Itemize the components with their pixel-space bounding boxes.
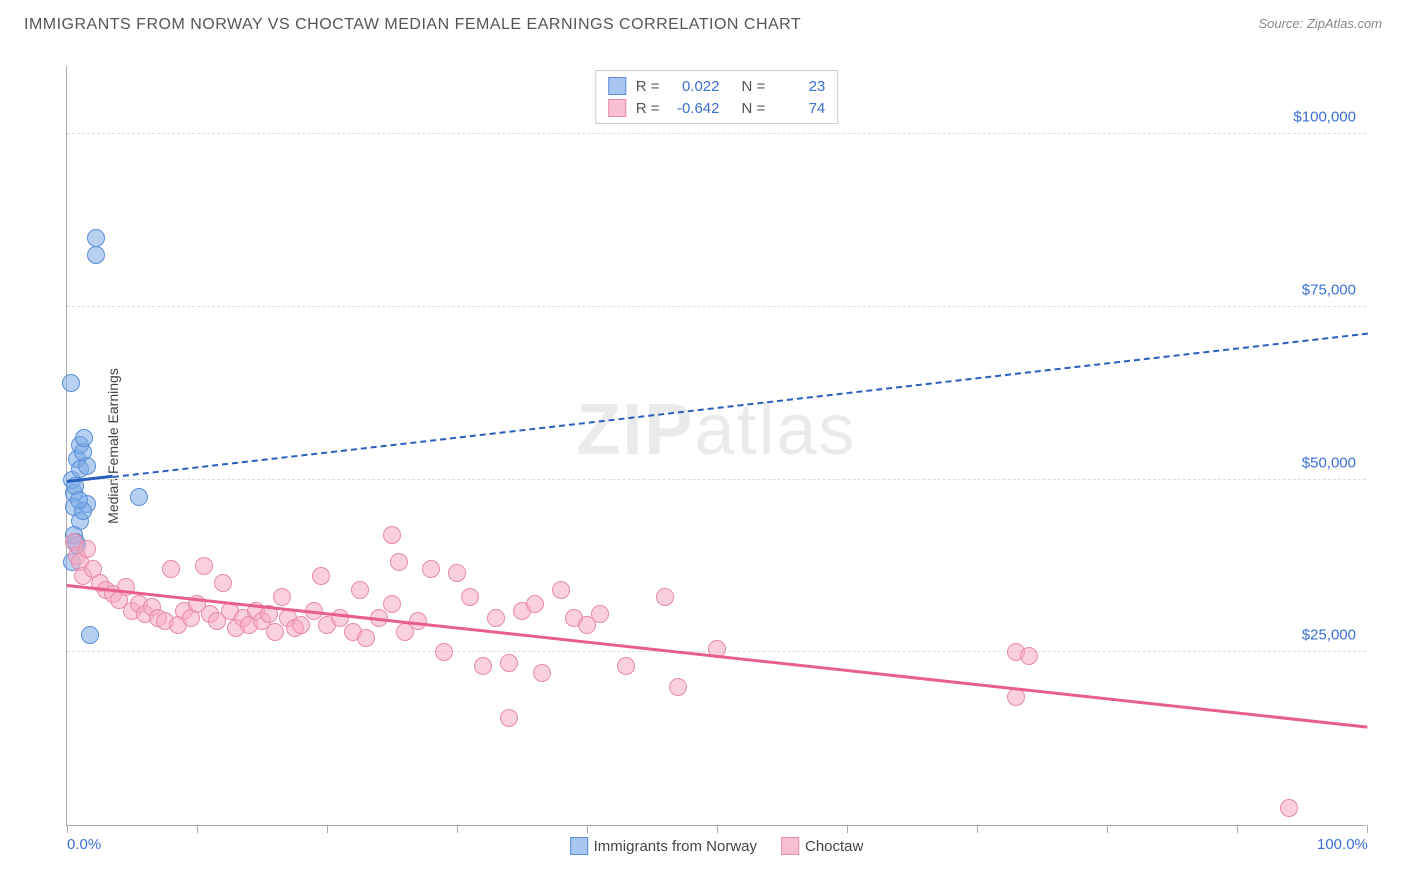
legend-swatch: [570, 837, 588, 855]
data-point-choctaw: [422, 560, 440, 578]
legend-swatch: [608, 99, 626, 117]
x-tick: [977, 825, 978, 833]
gridline: [67, 479, 1366, 480]
x-tick-label: 0.0%: [67, 836, 101, 853]
x-tick: [717, 825, 718, 833]
chart-title: IMMIGRANTS FROM NORWAY VS CHOCTAW MEDIAN…: [24, 16, 801, 34]
data-point-choctaw: [487, 609, 505, 627]
gridline: [67, 306, 1366, 307]
data-point-choctaw: [1280, 799, 1298, 817]
data-point-norway: [70, 491, 88, 509]
legend-r-value: -0.642: [670, 100, 720, 117]
data-point-choctaw: [383, 595, 401, 613]
data-point-choctaw: [448, 564, 466, 582]
y-tick-label: $50,000: [1302, 454, 1356, 471]
x-tick: [1107, 825, 1108, 833]
y-tick-label: $25,000: [1302, 627, 1356, 644]
x-tick: [1237, 825, 1238, 833]
data-point-choctaw: [669, 678, 687, 696]
legend-n-value: 23: [775, 78, 825, 95]
legend-series-label: Immigrants from Norway: [594, 838, 757, 855]
data-point-choctaw: [552, 581, 570, 599]
legend-series-item: Immigrants from Norway: [570, 837, 757, 855]
data-point-norway: [75, 429, 93, 447]
x-tick: [327, 825, 328, 833]
chart-source: Source: ZipAtlas.com: [1258, 16, 1382, 31]
x-tick: [197, 825, 198, 833]
data-point-choctaw: [656, 588, 674, 606]
data-point-choctaw: [162, 560, 180, 578]
data-point-norway: [130, 488, 148, 506]
data-point-choctaw: [617, 657, 635, 675]
legend-correlation-row: R = -0.642 N = 74: [608, 97, 826, 119]
data-point-choctaw: [383, 526, 401, 544]
legend-n-value: 74: [775, 100, 825, 117]
data-point-choctaw: [474, 657, 492, 675]
gridline: [67, 133, 1366, 134]
legend-correlation-row: R = 0.022 N = 23: [608, 75, 826, 97]
y-axis-title: Median Female Earnings: [105, 368, 121, 524]
data-point-norway: [62, 374, 80, 392]
legend-series-item: Choctaw: [781, 837, 863, 855]
data-point-choctaw: [351, 581, 369, 599]
data-point-choctaw: [500, 709, 518, 727]
data-point-choctaw: [78, 540, 96, 558]
x-tick: [1367, 825, 1368, 833]
data-point-choctaw: [526, 595, 544, 613]
data-point-choctaw: [266, 623, 284, 641]
x-tick: [847, 825, 848, 833]
x-tick-label: 100.0%: [1317, 836, 1368, 853]
legend-n-label: N =: [742, 78, 766, 95]
data-point-choctaw: [461, 588, 479, 606]
data-point-norway: [81, 626, 99, 644]
data-point-choctaw: [357, 629, 375, 647]
trend-line-choctaw: [67, 584, 1367, 729]
watermark: ZIPatlas: [576, 389, 856, 471]
data-point-choctaw: [312, 567, 330, 585]
data-point-choctaw: [1020, 647, 1038, 665]
y-tick-label: $100,000: [1293, 109, 1356, 126]
data-point-choctaw: [591, 605, 609, 623]
correlation-chart: IMMIGRANTS FROM NORWAY VS CHOCTAW MEDIAN…: [16, 16, 1390, 876]
y-tick-label: $75,000: [1302, 281, 1356, 298]
data-point-choctaw: [214, 574, 232, 592]
data-point-choctaw: [195, 557, 213, 575]
legend-n-label: N =: [742, 100, 766, 117]
legend-swatch: [781, 837, 799, 855]
legend-series-label: Choctaw: [805, 838, 863, 855]
x-tick: [587, 825, 588, 833]
data-point-choctaw: [390, 553, 408, 571]
data-point-norway: [87, 246, 105, 264]
legend-r-value: 0.022: [670, 78, 720, 95]
chart-header: IMMIGRANTS FROM NORWAY VS CHOCTAW MEDIAN…: [16, 16, 1390, 38]
legend-r-label: R =: [636, 78, 660, 95]
legend-swatch: [608, 77, 626, 95]
data-point-choctaw: [533, 664, 551, 682]
x-tick: [67, 825, 68, 833]
data-point-choctaw: [292, 616, 310, 634]
legend-series: Immigrants from Norway Choctaw: [570, 837, 864, 855]
legend-correlation-box: R = 0.022 N = 23 R = -0.642 N = 74: [595, 70, 839, 124]
data-point-choctaw: [435, 643, 453, 661]
x-tick: [457, 825, 458, 833]
trend-line-norway-extrapolated: [112, 332, 1367, 477]
data-point-choctaw: [273, 588, 291, 606]
data-point-choctaw: [500, 654, 518, 672]
data-point-norway: [78, 457, 96, 475]
legend-r-label: R =: [636, 100, 660, 117]
data-point-norway: [87, 229, 105, 247]
plot-area: ZIPatlas Median Female Earnings $25,000 $…: [66, 66, 1366, 826]
